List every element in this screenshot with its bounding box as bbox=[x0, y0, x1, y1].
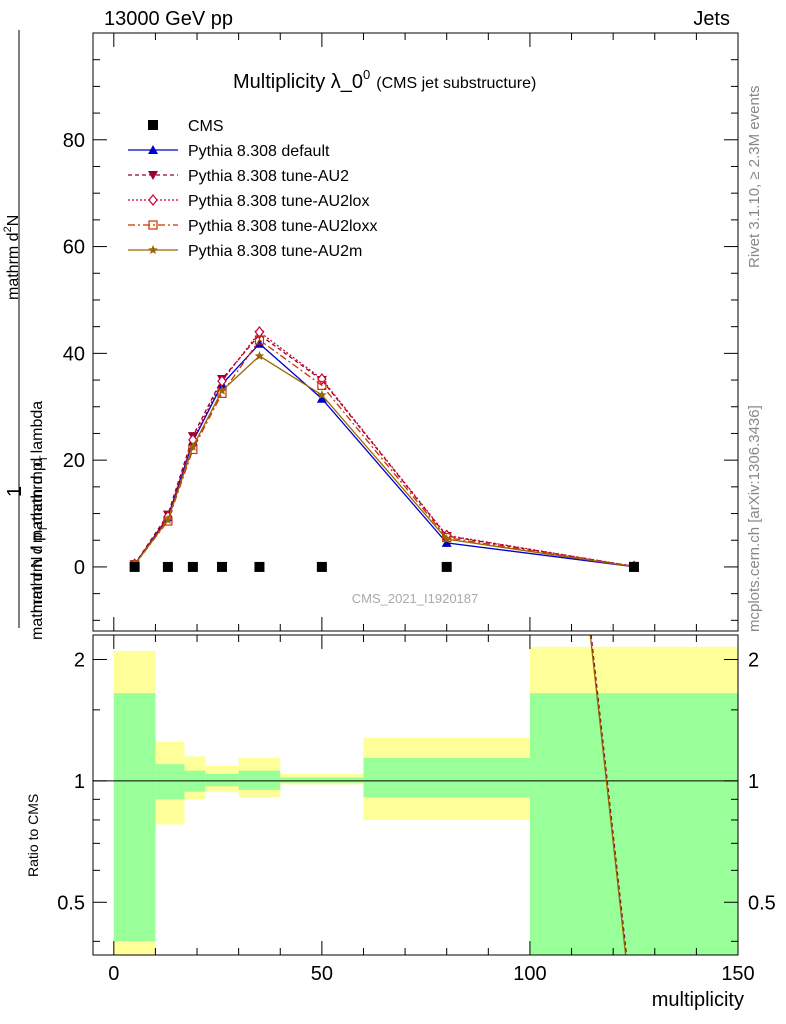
ratio-axis-label: Ratio to CMS bbox=[25, 794, 41, 877]
ratio-bands bbox=[93, 634, 738, 956]
data-point bbox=[162, 561, 173, 572]
data-point bbox=[317, 390, 327, 399]
main-series bbox=[129, 326, 639, 573]
ratio-band-inner bbox=[155, 764, 185, 800]
y-axis-label-upper: mathrm d pTmathrm d lambda bbox=[29, 401, 50, 613]
data-point bbox=[188, 441, 198, 451]
legend-marker bbox=[148, 220, 158, 230]
series-1 bbox=[129, 338, 639, 571]
legend-label: Pythia 8.308 tune-AU2lox bbox=[188, 193, 369, 210]
legend-label: CMS bbox=[188, 118, 224, 135]
series-4 bbox=[130, 335, 639, 572]
data-point bbox=[628, 561, 639, 572]
x-axis-label: multiplicity bbox=[652, 989, 744, 1011]
ratio-axes: 0.5 0.5 1 1 2 2 0 50 100 150 bbox=[57, 635, 776, 985]
data-point bbox=[254, 335, 265, 345]
header-right-label: Jets bbox=[693, 8, 730, 30]
y-axis-label: mathrm d N / mathrm d pT bbox=[29, 455, 50, 640]
legend-label: Pythia 8.308 tune-AU2loxx bbox=[188, 218, 377, 235]
svg-text:mathrm d2N: mathrm d2N bbox=[2, 215, 22, 300]
x-tick-label: 0 bbox=[108, 963, 119, 985]
data-point bbox=[316, 393, 327, 403]
x-tick-label: 150 bbox=[721, 963, 754, 985]
y-axis-label-numerator: mathrm d2N bbox=[2, 215, 22, 300]
main-axes: 0 20 40 60 80 bbox=[63, 33, 739, 631]
main-y-tick-label: 80 bbox=[63, 130, 85, 152]
ratio-band-inner bbox=[529, 693, 738, 955]
data-point bbox=[441, 561, 452, 572]
ratio-band-inner bbox=[238, 770, 281, 790]
ratio-y-tick-label-right: 0.5 bbox=[748, 892, 776, 914]
y-axis-label-lower: mathrm d N / mathrm d pT bbox=[29, 455, 50, 640]
data-point bbox=[217, 561, 227, 572]
main-panel-frame bbox=[92, 32, 739, 632]
legend-marker bbox=[148, 245, 158, 254]
ratio-y-tick-label-right: 1 bbox=[748, 771, 759, 793]
legend-label: Pythia 8.308 default bbox=[188, 143, 330, 160]
legend-marker bbox=[148, 171, 158, 180]
series-0 bbox=[129, 561, 639, 572]
ratio-y-tick-label: 2 bbox=[74, 649, 85, 671]
legend-marker bbox=[148, 145, 158, 154]
ratio-band-inner bbox=[363, 757, 530, 798]
data-point bbox=[441, 537, 452, 547]
data-point bbox=[254, 351, 265, 361]
data-point bbox=[254, 326, 265, 338]
series-3 bbox=[129, 326, 639, 573]
main-y-tick-label: 20 bbox=[63, 450, 85, 472]
series-line bbox=[134, 331, 635, 568]
ratio-mc-line bbox=[589, 634, 627, 956]
data-point bbox=[442, 534, 452, 544]
data-point bbox=[254, 338, 265, 348]
data-point bbox=[316, 561, 327, 572]
series-line bbox=[134, 355, 635, 568]
svg-text:mathrm d pTmathrm d lambda: mathrm d pTmathrm d lambda bbox=[29, 401, 50, 613]
data-point bbox=[217, 385, 227, 395]
ratio-y-tick-label: 1 bbox=[74, 771, 85, 793]
legend: CMS Pythia 8.308 default Pythia 8.308 tune… bbox=[128, 118, 377, 260]
data-point bbox=[129, 561, 140, 572]
main-y-tick-label: 60 bbox=[63, 237, 85, 259]
ratio-band-inner bbox=[280, 777, 364, 783]
series-5 bbox=[129, 351, 639, 571]
ratio-y-tick-label-right: 2 bbox=[748, 649, 759, 671]
main-y-tick-label: 0 bbox=[74, 557, 85, 579]
legend-marker bbox=[148, 120, 158, 130]
series-2 bbox=[129, 330, 639, 572]
series-line bbox=[134, 339, 635, 568]
series-line bbox=[134, 342, 635, 568]
series-line bbox=[134, 333, 635, 568]
data-point bbox=[163, 514, 173, 524]
x-tick-label: 100 bbox=[513, 963, 546, 985]
ratio-panel-frame bbox=[92, 634, 739, 956]
y-axis-label-one: 1 bbox=[4, 486, 26, 497]
main-y-tick-label: 40 bbox=[63, 343, 85, 365]
legend-label: Pythia 8.308 tune-AU2m bbox=[188, 243, 362, 260]
ratio-band-inner bbox=[205, 774, 239, 787]
header-left-label: 13000 GeV pp bbox=[104, 8, 233, 30]
legend-label: Pythia 8.308 tune-AU2 bbox=[188, 168, 349, 185]
ratio-band-inner bbox=[113, 693, 156, 942]
ratio-y-tick-label: 0.5 bbox=[57, 892, 85, 914]
data-point bbox=[187, 561, 198, 572]
x-tick-label: 50 bbox=[311, 963, 333, 985]
ratio-mc-line-2 bbox=[590, 634, 628, 956]
chart-title: Multiplicity λ_00(CMS jet substructure) bbox=[233, 67, 536, 93]
data-point bbox=[317, 380, 327, 390]
data-point bbox=[254, 561, 265, 572]
legend-marker bbox=[148, 194, 158, 206]
analysis-watermark: CMS_2021_I1920187 bbox=[352, 591, 479, 606]
